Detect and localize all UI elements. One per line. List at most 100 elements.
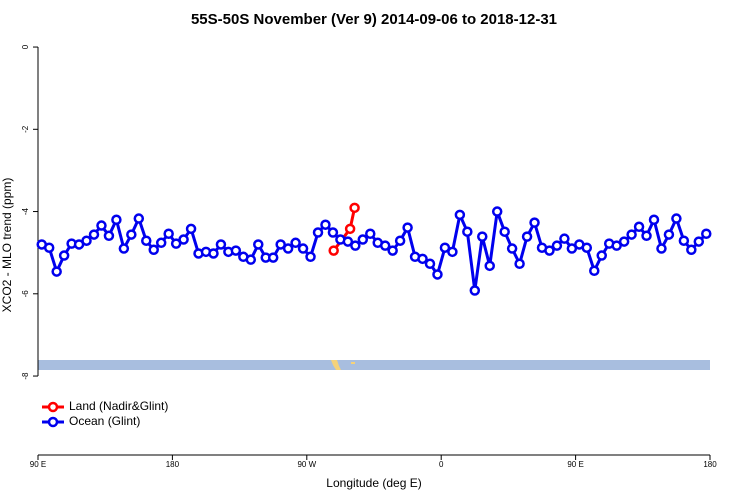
- land-patch: [351, 362, 355, 364]
- point: [344, 223, 356, 235]
- point: [43, 242, 55, 253]
- y-axis-label: XCO2 - MLO trend (ppm): [0, 178, 14, 313]
- point: [170, 238, 182, 249]
- point: [328, 245, 339, 256]
- legend-label: Land (Nadir&Glint): [69, 399, 168, 413]
- point: [297, 243, 309, 254]
- point: [581, 242, 593, 253]
- point: [678, 235, 690, 246]
- x-tick-label: 90 W: [297, 460, 316, 469]
- point: [589, 265, 600, 277]
- point: [701, 228, 712, 240]
- point: [88, 229, 100, 240]
- point: [178, 234, 189, 245]
- point: [208, 248, 219, 259]
- x-tick-label: 90 E: [30, 460, 46, 469]
- legend-marker: [47, 401, 59, 413]
- point: [686, 244, 697, 256]
- point: [663, 229, 675, 240]
- y-tick-label: 0: [21, 44, 30, 49]
- y-tick-label: -6: [21, 290, 30, 298]
- point: [245, 254, 257, 265]
- x-tick-label: 0: [439, 460, 444, 469]
- x-tick-label: 90 E: [567, 460, 583, 469]
- point: [477, 231, 488, 242]
- point: [290, 237, 301, 249]
- point: [51, 266, 62, 277]
- point: [633, 221, 645, 233]
- point: [641, 230, 652, 242]
- point: [559, 233, 570, 244]
- point: [656, 243, 667, 254]
- point: [275, 239, 286, 250]
- point: [671, 213, 682, 224]
- point: [163, 228, 174, 240]
- point: [103, 230, 115, 242]
- point: [611, 240, 622, 251]
- point: [357, 234, 369, 245]
- point: [155, 237, 167, 249]
- point: [454, 209, 466, 221]
- point: [469, 285, 481, 296]
- point: [417, 253, 428, 265]
- point: [394, 235, 406, 246]
- point: [379, 240, 391, 251]
- point: [185, 223, 197, 235]
- surface-band: [38, 360, 710, 370]
- point: [484, 260, 495, 272]
- land-patch: [331, 360, 341, 370]
- point: [58, 250, 70, 261]
- point: [96, 220, 107, 231]
- legend-label: Ocean (Glint): [69, 414, 140, 428]
- point: [305, 251, 316, 263]
- point: [118, 243, 130, 254]
- point: [551, 240, 563, 251]
- point: [432, 269, 443, 280]
- point: [349, 202, 360, 214]
- point: [342, 236, 354, 247]
- point: [439, 242, 451, 253]
- chart-title: 55S-50S November (Ver 9) 2014-09-06 to 2…: [191, 11, 557, 28]
- point: [312, 227, 324, 238]
- point: [133, 213, 145, 224]
- y-tick-label: -8: [21, 372, 30, 380]
- point: [365, 228, 376, 240]
- point: [529, 217, 540, 228]
- point: [387, 245, 398, 256]
- point: [253, 239, 264, 250]
- point: [499, 226, 510, 237]
- point: [350, 240, 361, 251]
- x-axis-label: Longitude (deg E): [326, 476, 421, 490]
- legend-marker: [47, 416, 59, 428]
- point: [126, 229, 137, 240]
- point: [327, 227, 339, 238]
- point: [618, 236, 630, 247]
- point: [596, 250, 607, 261]
- point: [215, 239, 227, 250]
- point: [447, 246, 458, 258]
- point: [506, 243, 518, 254]
- point: [320, 219, 331, 230]
- x-tick-label: 180: [703, 460, 717, 469]
- x-tick-label: 180: [166, 460, 180, 469]
- y-tick-label: -2: [21, 125, 30, 133]
- point: [648, 214, 660, 226]
- point: [462, 226, 473, 237]
- point: [230, 245, 242, 256]
- point: [626, 229, 637, 240]
- point: [424, 258, 436, 270]
- point: [267, 252, 279, 263]
- series-line: [41, 210, 708, 293]
- point: [81, 235, 92, 246]
- point: [148, 244, 159, 256]
- point: [544, 245, 555, 256]
- point: [514, 258, 525, 270]
- point: [111, 214, 122, 226]
- y-tick-label: -4: [21, 207, 30, 215]
- point: [491, 206, 503, 217]
- point: [566, 243, 578, 254]
- point: [282, 243, 294, 254]
- point: [521, 231, 533, 242]
- point: [402, 222, 413, 233]
